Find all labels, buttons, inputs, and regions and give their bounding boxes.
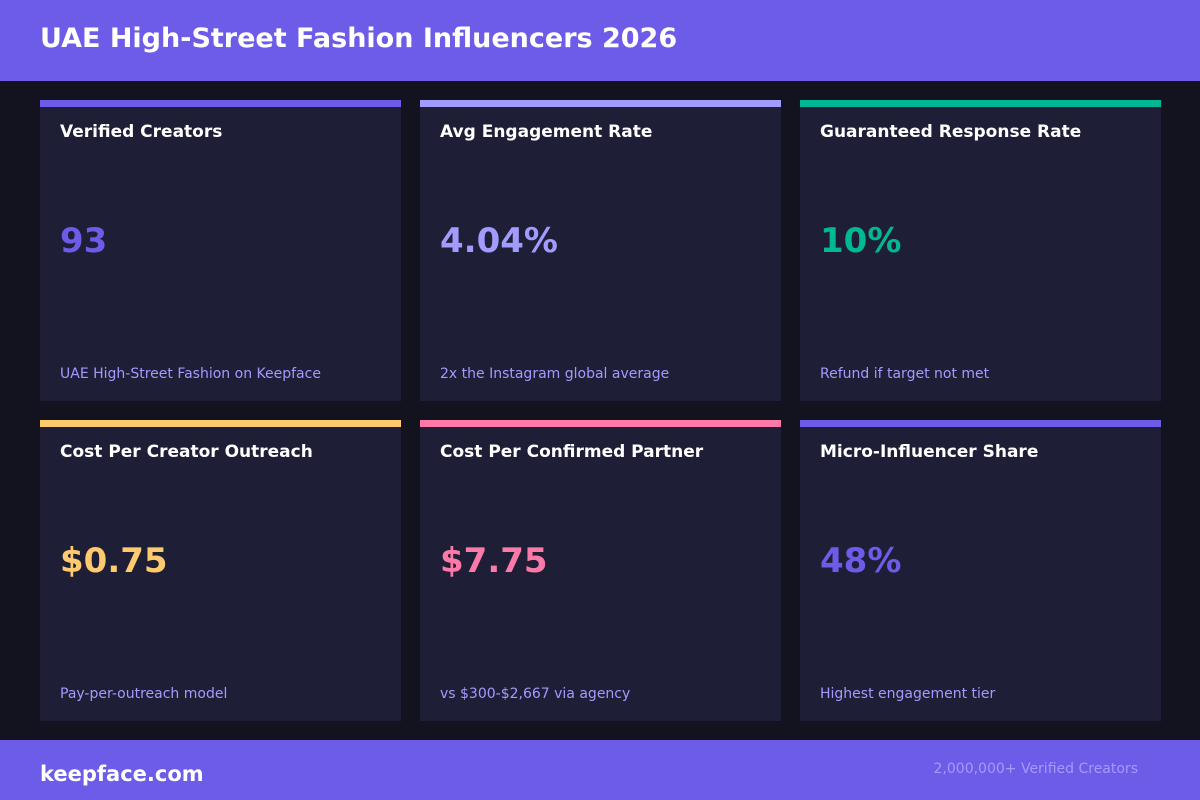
card-accent-bar	[420, 100, 781, 107]
card-value: 93	[60, 221, 108, 261]
card-value: $7.75	[440, 541, 548, 581]
header-bar: UAE High-Street Fashion Influencers 2026	[0, 0, 1200, 81]
card-title: Cost Per Confirmed Partner	[440, 442, 704, 462]
stat-card-cost-per-partner: Cost Per Confirmed Partner $7.75 vs $300…	[420, 420, 781, 721]
card-subtitle: UAE High-Street Fashion on Keepface	[60, 366, 321, 382]
card-value: 48%	[820, 541, 902, 581]
card-title: Micro-Influencer Share	[820, 442, 1039, 462]
card-accent-bar	[800, 100, 1161, 107]
card-subtitle: Pay-per-outreach model	[60, 686, 228, 702]
card-value: $0.75	[60, 541, 168, 581]
footer-brand-link[interactable]: keepface.com	[40, 762, 204, 786]
card-accent-bar	[40, 100, 401, 107]
stat-card-engagement-rate: Avg Engagement Rate 4.04% 2x the Instagr…	[420, 100, 781, 401]
footer-creator-count: 2,000,000+ Verified Creators	[933, 761, 1138, 777]
stat-card-verified-creators: Verified Creators 93 UAE High-Street Fas…	[40, 100, 401, 401]
card-title: Avg Engagement Rate	[440, 122, 653, 142]
card-value: 10%	[820, 221, 902, 261]
card-accent-bar	[40, 420, 401, 427]
card-subtitle: Refund if target not met	[820, 366, 990, 382]
stat-card-grid: Verified Creators 93 UAE High-Street Fas…	[40, 100, 1161, 721]
stat-card-response-rate: Guaranteed Response Rate 10% Refund if t…	[800, 100, 1161, 401]
card-subtitle: 2x the Instagram global average	[440, 366, 670, 382]
footer-bar: keepface.com 2,000,000+ Verified Creator…	[0, 740, 1200, 800]
page-title: UAE High-Street Fashion Influencers 2026	[40, 23, 678, 54]
card-subtitle: Highest engagement tier	[820, 686, 996, 702]
card-accent-bar	[800, 420, 1161, 427]
stat-card-micro-influencer-share: Micro-Influencer Share 48% Highest engag…	[800, 420, 1161, 721]
card-value: 4.04%	[440, 221, 558, 261]
stat-card-cost-per-outreach: Cost Per Creator Outreach $0.75 Pay-per-…	[40, 420, 401, 721]
card-accent-bar	[420, 420, 781, 427]
card-title: Verified Creators	[60, 122, 223, 142]
card-subtitle: vs $300-$2,667 via agency	[440, 686, 631, 702]
card-title: Guaranteed Response Rate	[820, 122, 1082, 142]
card-title: Cost Per Creator Outreach	[60, 442, 313, 462]
